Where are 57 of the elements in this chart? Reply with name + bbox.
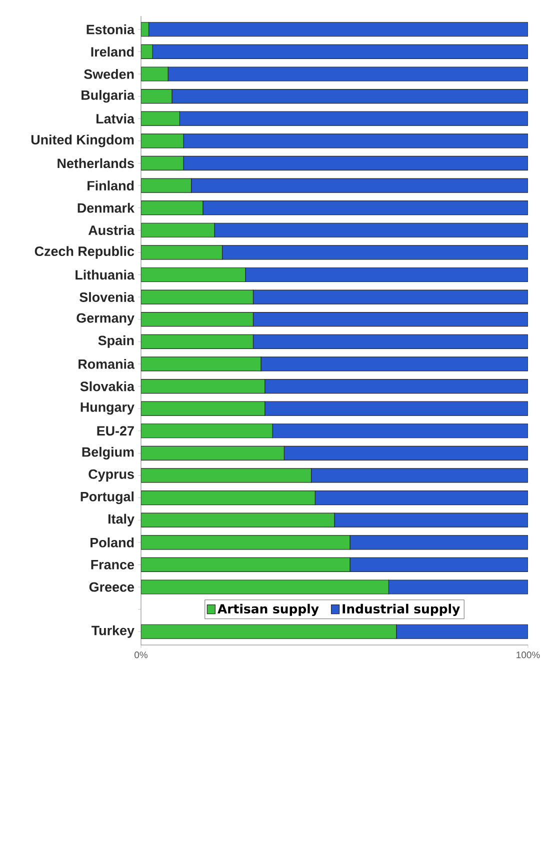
y-tick-label: Lithuania <box>76 270 135 280</box>
bar <box>141 222 215 238</box>
y-tick-label: France <box>91 560 134 570</box>
y-tick-label: Netherlands <box>58 158 134 168</box>
bar <box>141 401 266 416</box>
y-tick-label: Belgium <box>82 446 134 460</box>
y-tick-label: Slovenia <box>80 292 135 302</box>
bar <box>141 580 389 594</box>
bar <box>141 245 223 260</box>
y-tick-label: Finland <box>88 180 134 190</box>
bar <box>141 535 350 550</box>
bar <box>141 468 312 483</box>
y-tick-label: Poland <box>90 537 134 548</box>
bar <box>141 156 184 171</box>
bar <box>141 88 172 104</box>
y-tick-label: United Kingdom <box>31 134 134 148</box>
bar <box>141 200 204 216</box>
bar <box>141 378 266 394</box>
y-tick-label: Greece <box>89 582 134 592</box>
y-tick-label: Italy <box>108 514 134 526</box>
bar <box>141 44 153 59</box>
y-tick-label: Slovakia <box>80 381 135 392</box>
bar <box>141 490 316 506</box>
bar <box>141 134 184 148</box>
bar <box>141 267 246 282</box>
y-tick-label: Denmark <box>78 202 134 213</box>
y-tick-label: Romania <box>78 359 135 369</box>
bar <box>141 312 254 327</box>
y-tick-label: Bulgaria <box>82 90 135 103</box>
x-tick-label: 100% <box>516 652 540 658</box>
y-tick-label: Cyprus <box>88 469 134 482</box>
y-tick-label: EU-27 <box>97 426 134 436</box>
y-tick-label: Ireland <box>91 46 134 57</box>
y-tick-label: Estonia <box>86 24 135 34</box>
bar <box>141 446 284 460</box>
bar <box>141 424 273 438</box>
bar <box>141 512 335 528</box>
y-tick-label: Turkey <box>92 625 134 638</box>
y-tick-label: Spain <box>98 335 134 348</box>
bar <box>141 624 397 639</box>
y-tick-label: Sweden <box>84 69 134 79</box>
bar <box>141 111 180 126</box>
legend-label: Industrial supply <box>342 604 460 616</box>
legend-label: Artisan supply <box>218 604 319 616</box>
y-tick-label: Germany <box>76 313 134 326</box>
y-tick-label: Latvia <box>96 114 135 124</box>
y-tick-label: Hungary <box>80 402 134 415</box>
bar <box>141 334 254 349</box>
bar <box>141 178 192 193</box>
y-tick-label: Portugal <box>80 491 134 504</box>
x-tick-label: 0% <box>134 652 148 658</box>
bar <box>141 66 168 82</box>
bar <box>141 557 350 572</box>
y-tick-label: Czech Republic <box>34 246 134 259</box>
bar <box>141 356 262 372</box>
y-tick-label: Austria <box>88 225 135 236</box>
bar <box>141 290 254 304</box>
